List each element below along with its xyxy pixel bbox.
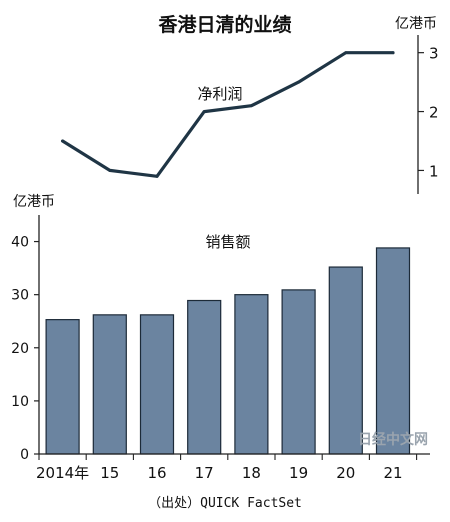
profit-y-axis: 1 2 3 [417,35,439,194]
x-tick-label: 2014年 [36,464,89,482]
profit-y-tick-label: 3 [429,45,439,63]
x-tick-label: 19 [289,464,308,482]
chart-title: 香港日清的业绩 [157,13,291,36]
sales-y-axis: 0 10 20 30 40 [11,215,40,463]
profit-point [202,110,206,113]
profit-point [250,104,253,108]
sales-y-tick-label: 40 [11,235,29,251]
sales-bar [375,247,411,455]
profit-point [391,51,395,55]
source-note: （出处）QUICK FactSet [148,496,302,511]
profit-point [155,174,159,178]
sales-bar [281,289,316,455]
sales-chart-title: 销售额 [205,233,250,251]
profit-series-label: 净利润 [197,85,242,103]
profit-y-tick-label: 2 [429,104,439,122]
sales-bar [45,319,80,455]
sales-bar [92,314,127,455]
x-tick-label: 17 [195,464,214,482]
sales-y-tick-label: 0 [20,447,29,463]
profit-unit-label: 亿港币 [395,16,437,32]
sales-bar [234,294,269,455]
x-tick-label: 15 [100,464,119,482]
sales-bar [328,266,363,455]
x-tick-label: 20 [336,464,355,482]
sales-bar [139,314,175,455]
x-tick-label: 16 [147,464,166,482]
sales-bar-series [45,247,411,455]
profit-line [60,51,395,178]
profit-point [61,139,64,143]
watermark-logo: 日经中文网 [358,431,428,448]
profit-line-series [60,51,395,178]
x-tick-label: 18 [242,464,261,482]
profit-y-tick-label: 1 [429,162,439,180]
sales-y-tick-label: 30 [11,288,29,304]
profit-point [297,80,300,84]
sales-y-tick-label: 20 [11,341,29,357]
sales-y-tick-label: 10 [11,394,29,410]
shared-x-axis: 2014年 15 16 17 18 19 20 21 [36,453,430,482]
sales-bar [187,299,222,455]
profit-point [344,51,348,55]
x-tick-label: 21 [383,464,402,482]
sales-unit-label: 亿港币 [13,194,55,210]
profit-point [108,169,112,172]
